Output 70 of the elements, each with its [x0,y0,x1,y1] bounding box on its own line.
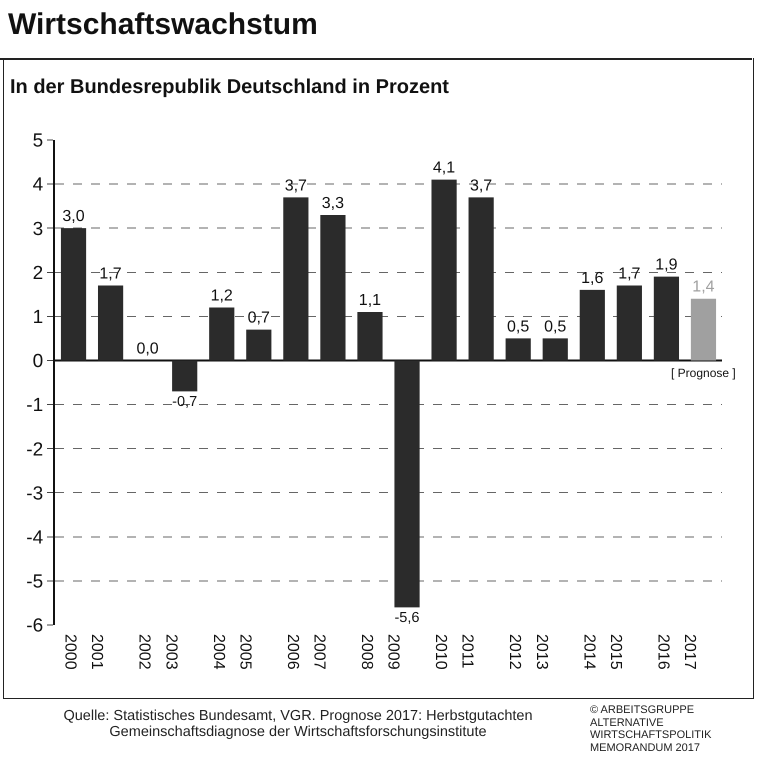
y-tick-label: -6 [26,616,44,637]
chart-subtitle: In der Bundesrepublik Deutschland in Prozent [10,76,449,99]
chart-title: Wirtschaftswachstum [8,8,318,42]
bar [580,290,605,360]
bar [98,286,124,360]
y-tick-label: -5 [26,572,44,593]
y-tick-label: -3 [26,483,44,504]
bar [60,228,86,360]
y-tick-label: -4 [26,527,44,548]
x-tick-label: 2005 [236,634,254,670]
x-tick-label: 2003 [162,634,180,670]
x-tick-label: 2002 [136,634,153,670]
source-note: Quelle: Statistisches Bundesamt, VGR. Prognose 2017: Herbstgutachten Gemeinschaftsdiagnose der Wirtschaftsforschungsinstitute [62,708,534,740]
y-tick-label: 4 [32,174,44,196]
x-tick-label: 2009 [384,634,402,670]
data-label: 1,7 [618,266,641,282]
data-label: 0,5 [507,318,530,336]
bar [690,298,716,360]
bar [506,338,531,360]
text: © ARBEITSGRUPPE ALTERNATIVE WIRTSCHAFTSPOLITIK MEMORANDUM 2017 [590,704,712,755]
bar [616,286,642,360]
y-tick-label: 1 [32,307,44,328]
data-label: 0,0 [136,340,159,358]
x-tick-label: 2013 [532,634,550,670]
data-label: -0,7 [172,394,198,410]
y-tick-label: 2 [32,262,44,284]
data-label: 4,1 [432,160,456,177]
y-tick-label: -1 [26,395,44,416]
data-label: 3,7 [284,177,308,194]
bar [431,180,457,360]
x-tick-label: 2011 [458,634,476,669]
data-label: 3,7 [470,177,492,194]
bar [654,276,680,360]
data-label: 1,1 [358,292,382,309]
data-label: 1,2 [210,288,233,305]
x-tick-label: 2014 [580,634,598,670]
bar [209,308,234,360]
bar [320,214,346,360]
data-label: 1,7 [99,266,122,282]
x-tick-label: 2004 [210,634,227,670]
y-tick-label: 3 [32,218,44,240]
data-label: 3,3 [322,194,344,212]
x-tick-label: 2012 [506,634,524,670]
data-label: -5,6 [394,610,420,626]
data-label: 1,9 [655,256,678,274]
x-tick-label: 2017 [681,634,698,670]
x-tick-label: 2015 [606,634,624,670]
data-label: 0,7 [248,310,270,327]
data-label: 1,6 [581,270,604,287]
annotation: [ Prognose ] [671,366,736,380]
x-tick-label: 2010 [432,634,450,670]
y-tick-label: -2 [26,439,44,460]
bar [246,330,272,360]
bar [357,312,383,360]
data-label: 1,4 [692,278,715,296]
data-label: 0,5 [544,318,566,336]
x-tick-label: 2006 [284,634,301,670]
data-label: 3,0 [62,208,85,226]
x-tick-label: 2001 [88,634,106,670]
x-tick-label: 2007 [310,634,328,670]
bar [283,197,308,360]
bar [172,360,198,392]
bar [542,338,568,360]
y-tick-label: 5 [32,130,44,152]
x-tick-label: 2016 [654,634,672,670]
x-tick-label: 2008 [358,634,375,670]
bar [394,360,420,608]
y-tick-label: 0 [32,351,44,372]
bar [468,197,494,360]
x-tick-label: 2000 [62,634,79,670]
